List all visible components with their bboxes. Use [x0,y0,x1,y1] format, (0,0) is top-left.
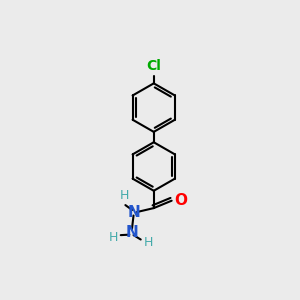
Text: H: H [108,231,118,244]
Text: N: N [128,205,140,220]
Text: N: N [125,225,138,240]
Text: H: H [143,236,153,249]
Text: Cl: Cl [146,59,161,73]
Text: H: H [119,189,129,202]
Text: O: O [174,193,188,208]
